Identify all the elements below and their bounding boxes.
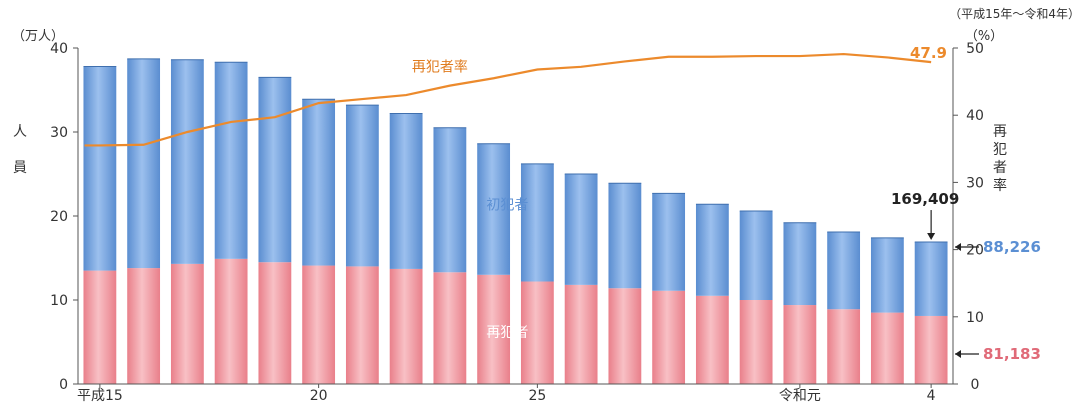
- bar-repeat-offenders: [608, 288, 642, 384]
- first-offenders-label: 初犯者: [486, 196, 528, 213]
- bar-first-offenders: [914, 242, 948, 316]
- bar-first-offenders: [783, 222, 817, 306]
- left-tick-label: 10: [50, 293, 68, 309]
- right-axis-label-char: 再: [993, 124, 1007, 140]
- rate-series-line: [84, 52, 932, 147]
- bar-first-offenders: [345, 105, 379, 267]
- rate-callout: 47.9: [910, 44, 947, 62]
- bar-first-offenders: [214, 62, 248, 259]
- x-tick-label: 平成15: [77, 388, 123, 403]
- bar-first-offenders: [520, 163, 554, 282]
- left-tick-label: 0: [59, 377, 68, 393]
- right-axis-label: 再犯者率: [993, 124, 1007, 194]
- left-axis-label-char: 員: [13, 160, 27, 176]
- x-tick-label: 25: [528, 388, 546, 403]
- right-tick-label: 20: [966, 243, 984, 259]
- bar-repeat-offenders: [127, 268, 161, 384]
- bars-layer: [83, 58, 948, 384]
- bar-repeat-offenders: [870, 312, 904, 384]
- bar-first-offenders: [827, 231, 861, 310]
- bar-repeat-offenders: [652, 290, 686, 384]
- left-tick-label: 40: [50, 41, 68, 57]
- bar-first-offenders: [608, 183, 642, 289]
- bar-repeat-offenders: [783, 305, 817, 384]
- bar-first-offenders: [695, 204, 729, 296]
- bar-repeat-offenders: [695, 295, 729, 384]
- bar-first-offenders: [302, 99, 336, 266]
- left-axis-label-char: 人: [13, 124, 27, 140]
- bar-repeat-offenders: [433, 272, 467, 384]
- total-arrow-head: [927, 233, 936, 241]
- bar-first-offenders: [389, 113, 423, 269]
- bar-repeat-offenders: [520, 281, 554, 384]
- bar-first-offenders: [564, 174, 598, 285]
- left-tick-label: 30: [50, 125, 68, 141]
- right-axis-label-char: 者: [993, 160, 1007, 176]
- first-offenders-callout: 88,226: [983, 238, 1041, 256]
- bar-repeat-offenders: [214, 258, 248, 384]
- axes-layer: 0 10 20 30 40 0 10 20 30 40 50 平成15 20 25 令和元 4: [50, 41, 984, 403]
- bar-first-offenders: [870, 237, 904, 313]
- repeat-offenders-callout: 81,183: [983, 345, 1041, 363]
- bar-repeat-offenders: [389, 268, 423, 384]
- right-axis-unit: （%）: [965, 29, 1003, 44]
- bar-repeat-offenders: [477, 274, 511, 384]
- right-tick-label: 40: [966, 108, 984, 124]
- repeat-callout-head: [955, 349, 961, 358]
- left-tick-label: 20: [50, 209, 68, 225]
- right-tick-label: 10: [966, 310, 984, 326]
- right-axis-label-char: 犯: [993, 142, 1007, 158]
- x-tick-label: 4: [927, 388, 936, 403]
- bar-first-offenders: [258, 77, 292, 263]
- repeat-offenders-label: 再犯者: [486, 325, 528, 341]
- right-tick-label: 50: [966, 41, 984, 57]
- right-axis-label-char: 率: [993, 177, 1007, 194]
- bar-repeat-offenders: [83, 270, 117, 384]
- first-callout-head: [955, 243, 961, 251]
- bar-first-offenders: [433, 127, 467, 273]
- bar-repeat-offenders: [345, 266, 379, 384]
- left-axis-label: 人員: [13, 124, 27, 176]
- bar-first-offenders: [83, 66, 117, 271]
- bar-first-offenders: [652, 193, 686, 291]
- bar-first-offenders: [170, 59, 204, 264]
- rate-line-layer: [84, 52, 932, 147]
- bar-repeat-offenders: [302, 265, 336, 384]
- x-tick-label: 令和元: [779, 388, 821, 403]
- bar-first-offenders: [477, 143, 511, 275]
- bar-first-offenders: [739, 210, 773, 300]
- bar-repeat-offenders: [739, 300, 773, 384]
- right-tick-label: 30: [966, 175, 984, 191]
- repeat-rate-label: 再犯者率: [412, 59, 468, 76]
- right-tick-label: 0: [971, 377, 980, 393]
- x-tick-label: 20: [310, 388, 328, 403]
- callout-lines: [927, 210, 979, 358]
- bar-repeat-offenders: [564, 284, 598, 384]
- bar-repeat-offenders: [914, 315, 948, 384]
- bar-repeat-offenders: [258, 262, 292, 384]
- bar-repeat-offenders: [827, 309, 861, 384]
- left-axis-unit: （万人）: [12, 29, 64, 44]
- bar-repeat-offenders: [170, 263, 204, 384]
- bar-first-offenders: [127, 58, 161, 269]
- period-note: （平成15年～令和4年）: [949, 6, 1080, 21]
- total-callout: 169,409: [891, 190, 959, 208]
